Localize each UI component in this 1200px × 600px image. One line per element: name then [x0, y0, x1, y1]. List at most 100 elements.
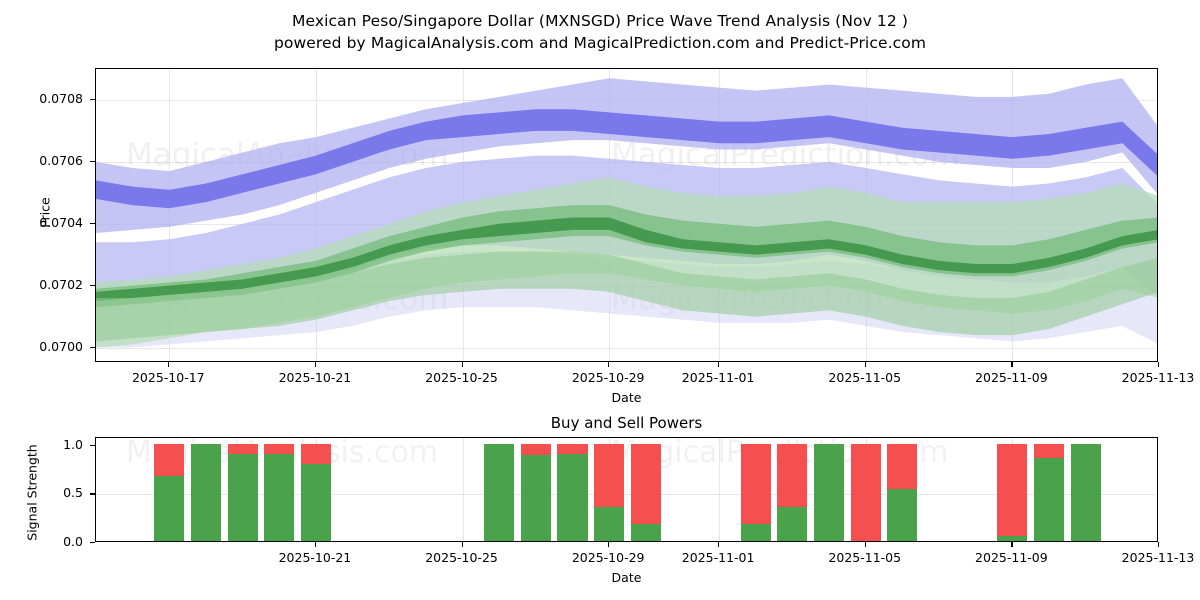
buy-power-segment [1070, 443, 1101, 541]
sell-power-segment [997, 443, 1028, 537]
buy-power-segment [300, 464, 331, 541]
price-wave-plot: MagicalAnalysis.comMagicalPrediction.com… [95, 68, 1158, 362]
price-x-tick-label: 2025-10-25 [425, 370, 498, 385]
powers-x-tick-mark [718, 542, 720, 547]
price-y-tick-mark [90, 98, 95, 101]
powers-x-tick-label: 2025-11-13 [1121, 550, 1195, 565]
powers-bar[interactable] [1034, 443, 1065, 541]
powers-x-tick-label: 2025-10-25 [425, 550, 498, 565]
buy-power-segment [777, 506, 808, 541]
gridline-horizontal [96, 494, 1157, 496]
powers-y-tick-mark [90, 444, 95, 446]
powers-x-tick-label: 2025-11-05 [828, 550, 902, 565]
price-wave-bands [96, 78, 1157, 348]
powers-bar[interactable] [887, 443, 918, 541]
price-x-tick-mark [1158, 362, 1160, 367]
buy-power-segment [997, 536, 1028, 541]
sell-power-segment [1034, 443, 1065, 459]
price-x-tick-label: 2025-10-21 [278, 370, 352, 385]
powers-bar[interactable] [1070, 443, 1101, 541]
price-y-tick-mark [90, 284, 95, 286]
powers-bar[interactable] [520, 443, 551, 541]
powers-bar[interactable] [300, 443, 331, 541]
powers-bar[interactable] [997, 443, 1028, 541]
wave-band-core-green-band [96, 217, 1157, 302]
sell-power-segment [154, 443, 185, 476]
price-y-tick-label: 0.0704 [39, 214, 83, 230]
wave-band-upper-blue-band [96, 78, 1157, 234]
powers-bar[interactable] [190, 443, 221, 541]
buy-power-segment [154, 475, 185, 541]
buy-power-segment [557, 453, 588, 541]
chart-title-block: Mexican Peso/Singapore Dollar (MXNSGD) P… [0, 10, 1200, 54]
powers-bar[interactable] [154, 443, 185, 541]
powers-bar[interactable] [814, 443, 845, 541]
powers-x-tick-mark [461, 542, 463, 547]
powers-x-tick-label: 2025-10-21 [278, 550, 352, 565]
price-y-tick-mark [90, 160, 95, 163]
price-x-tick-label: 2025-10-29 [571, 370, 645, 385]
price-x-axis-title: Date [611, 390, 642, 405]
wave-band-lower-green-tail [96, 251, 1157, 342]
price-x-tick-mark [718, 362, 720, 367]
price-x-tick-mark [461, 362, 463, 367]
buy-power-segment [227, 453, 258, 541]
powers-bar[interactable] [227, 443, 258, 541]
sell-power-segment [850, 443, 881, 541]
powers-y-tick-label: 0.0 [63, 534, 83, 549]
buy-power-segment [520, 455, 551, 541]
sell-power-segment [777, 443, 808, 507]
powers-x-tick-mark [608, 542, 610, 547]
powers-bar[interactable] [777, 443, 808, 541]
powers-y-tick-mark [90, 542, 95, 544]
sell-power-segment [630, 443, 661, 525]
price-x-tick-mark [314, 362, 317, 367]
sell-power-segment [740, 443, 771, 525]
page-subtitle: powered by MagicalAnalysis.com and Magic… [273, 34, 927, 52]
buy-power-segment [887, 488, 918, 541]
price-y-tick-label: 0.0708 [39, 90, 83, 106]
price-x-tick-label: 2025-11-09 [975, 370, 1048, 385]
buy-power-segment [630, 524, 661, 541]
wave-band-core-blue-band [96, 109, 1157, 209]
page-title: Mexican Peso/Singapore Dollar (MXNSGD) P… [291, 12, 908, 30]
sell-power-segment [887, 443, 918, 489]
price-y-tick-mark [90, 346, 95, 348]
sell-power-segment [264, 443, 295, 454]
powers-bar[interactable] [630, 443, 661, 541]
powers-x-tick-label: 2025-10-29 [571, 550, 645, 565]
powers-bar[interactable] [740, 443, 771, 541]
price-x-tick-label: 2025-11-01 [681, 370, 755, 385]
price-y-axis-title: Price [37, 197, 53, 228]
powers-y-axis-title: Signal Strength [24, 444, 40, 541]
powers-bar[interactable] [264, 443, 295, 541]
powers-x-axis-title: Date [611, 570, 642, 585]
buy-power-segment [814, 443, 845, 541]
buy-power-segment [1034, 458, 1065, 541]
price-y-tick-label: 0.0700 [39, 338, 83, 354]
price-y-tick-label: 0.0706 [39, 152, 83, 168]
powers-bar[interactable] [557, 443, 588, 541]
buy-power-segment [740, 524, 771, 541]
powers-bar[interactable] [484, 443, 515, 541]
buy-power-segment [190, 443, 221, 541]
powers-x-tick-mark [1158, 542, 1160, 547]
buy-power-segment [484, 443, 515, 541]
gridline-vertical [719, 438, 721, 541]
powers-x-tick-mark [314, 542, 317, 547]
powers-bar[interactable] [850, 443, 881, 541]
price-x-tick-label: 2025-11-05 [828, 370, 902, 385]
powers-y-tick-mark [90, 493, 95, 495]
powers-bar[interactable] [594, 443, 625, 541]
buy-power-segment [594, 506, 625, 541]
sell-power-segment [557, 443, 588, 454]
gridline-horizontal [96, 347, 1157, 349]
powers-plot-title: Buy and Sell Powers [550, 414, 703, 432]
price-x-tick-mark [168, 362, 170, 367]
sell-power-segment [520, 443, 551, 456]
buy-power-segment [264, 453, 295, 541]
price-y-tick-mark [90, 222, 95, 224]
price-x-tick-mark [864, 362, 866, 367]
